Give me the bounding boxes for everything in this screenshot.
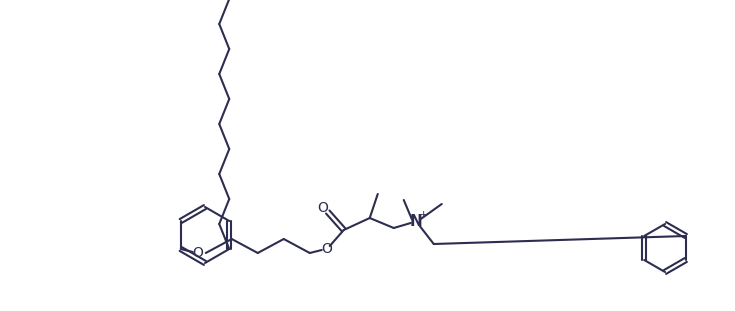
Text: O: O	[193, 246, 203, 260]
Text: O: O	[318, 201, 329, 215]
Text: +: +	[419, 210, 429, 220]
Text: O: O	[321, 242, 332, 256]
Text: N: N	[409, 215, 422, 230]
